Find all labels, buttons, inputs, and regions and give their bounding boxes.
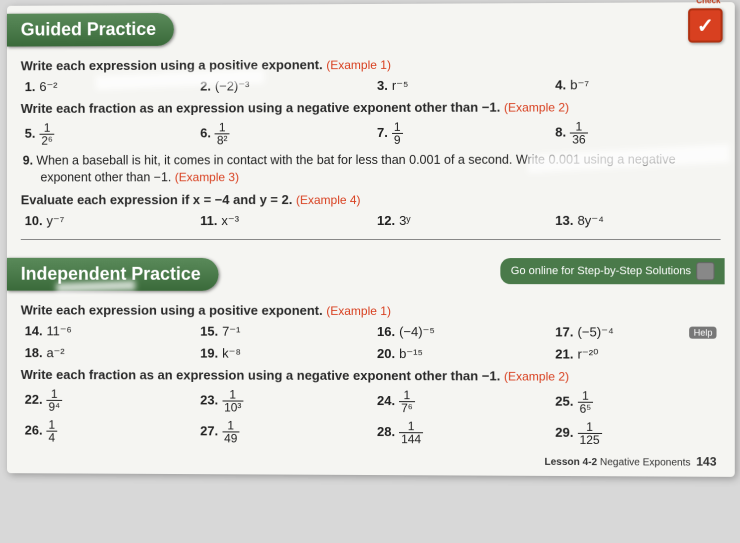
footer-lesson: Lesson 4-2 xyxy=(544,457,597,468)
independent-practice-heading: Independent Practice xyxy=(7,258,219,291)
problem-28: 28.1144 xyxy=(377,420,555,446)
problem-22: 22.19⁴ xyxy=(25,388,200,413)
problem-29: 29.1125 xyxy=(555,420,735,446)
problem-6: 6.18² xyxy=(200,121,377,146)
instruction-2-text: Write each fraction as an expression usi… xyxy=(21,100,501,116)
problem-27: 27.149 xyxy=(200,419,377,445)
problem-row: 5.12⁶ 6.18² 7.19 8.136 xyxy=(25,120,735,147)
go-online-pill[interactable]: Go online for Step-by-Step Solutions xyxy=(501,258,725,284)
example-ref-4: (Example 4) xyxy=(296,193,361,207)
problem-23: 23.110³ xyxy=(200,388,377,414)
problem-5: 5.12⁶ xyxy=(25,121,200,146)
example-ref-3: (Example 3) xyxy=(175,170,239,184)
go-online-text: Go online for Step-by-Step Solutions xyxy=(511,265,691,277)
instruction-1: Write each expression using a positive e… xyxy=(21,56,735,74)
problem-2: 2.(−2)⁻³ xyxy=(200,78,377,95)
problem-4: 4.b⁻⁷ xyxy=(555,77,735,94)
problem-10: 10.y⁻⁷ xyxy=(25,213,200,229)
problem-9: 9. When a baseball is hit, it comes in c… xyxy=(40,151,720,186)
problem-14: 14.11⁻⁶ xyxy=(25,323,200,339)
ip-example-ref-1: (Example 1) xyxy=(326,304,391,318)
problem-20: 20.b⁻¹⁵ xyxy=(377,346,555,362)
problem-18: 18.a⁻² xyxy=(25,345,200,361)
help-tab: Help xyxy=(690,327,717,339)
problem-26: 26.14 xyxy=(25,418,200,444)
problem-19: 19.k⁻⁸ xyxy=(200,345,377,361)
guided-practice-heading: Guided Practice xyxy=(7,13,174,47)
problem-row: 26.14 27.149 28.1144 29.1125 xyxy=(25,418,735,446)
check-label: Check xyxy=(696,0,720,5)
worksheet-page: Check Guided Practice Write each express… xyxy=(7,2,735,477)
check-badge: Check xyxy=(688,8,722,42)
problem-12: 12.3ʸ xyxy=(377,213,555,229)
page-footer: Lesson 4-2 Negative Exponents 143 xyxy=(7,451,717,468)
instruction-3-text: Evaluate each expression if x = −4 and y… xyxy=(21,192,293,207)
problem-row: 10.y⁻⁷ 11.x⁻³ 12.3ʸ 13.8y⁻⁴ xyxy=(25,213,735,229)
ip-example-ref-2: (Example 2) xyxy=(504,369,569,383)
example-ref-2: (Example 2) xyxy=(504,100,569,114)
instruction-2: Write each fraction as an expression usi… xyxy=(21,99,735,116)
ip-instruction-1: Write each expression using a positive e… xyxy=(21,302,735,318)
problem-8: 8.136 xyxy=(555,120,735,146)
problem-24: 24.17⁶ xyxy=(377,389,555,415)
home-icon xyxy=(696,262,714,280)
problem-3: 3.r⁻⁵ xyxy=(377,77,555,94)
example-ref-1: (Example 1) xyxy=(326,58,391,72)
problem-row: 22.19⁴ 23.110³ 24.17⁶ 25.16⁵ xyxy=(25,388,735,416)
problem-7: 7.19 xyxy=(377,121,555,146)
problem-25: 25.16⁵ xyxy=(555,389,735,415)
problem-row: 18.a⁻² 19.k⁻⁸ 20.b⁻¹⁵ 21.r⁻²⁰ xyxy=(25,345,735,363)
problem-16: 16.(−4)⁻⁵ xyxy=(377,324,555,340)
divider xyxy=(21,239,721,240)
problem-13: 13.8y⁻⁴ xyxy=(555,213,735,229)
instruction-1-text: Write each expression using a positive e… xyxy=(21,57,323,73)
instruction-3: Evaluate each expression if x = −4 and y… xyxy=(21,191,735,207)
problem-11: 11.x⁻³ xyxy=(200,213,377,229)
problem-15: 15.7⁻¹ xyxy=(200,323,377,339)
problem-9-text: When a baseball is hit, it comes in cont… xyxy=(36,152,675,184)
footer-topic: Negative Exponents xyxy=(600,457,691,469)
problem-1: 1.6⁻² xyxy=(25,79,200,95)
problem-row: 1.6⁻² 2.(−2)⁻³ 3.r⁻⁵ 4.b⁻⁷ xyxy=(25,77,735,95)
footer-page: 143 xyxy=(696,454,716,468)
problem-row: 14.11⁻⁶ 15.7⁻¹ 16.(−4)⁻⁵ 17.(−5)⁻⁴ xyxy=(25,323,735,340)
problem-21: 21.r⁻²⁰ xyxy=(555,346,735,363)
ip-instruction-2: Write each fraction as an expression usi… xyxy=(21,367,735,384)
